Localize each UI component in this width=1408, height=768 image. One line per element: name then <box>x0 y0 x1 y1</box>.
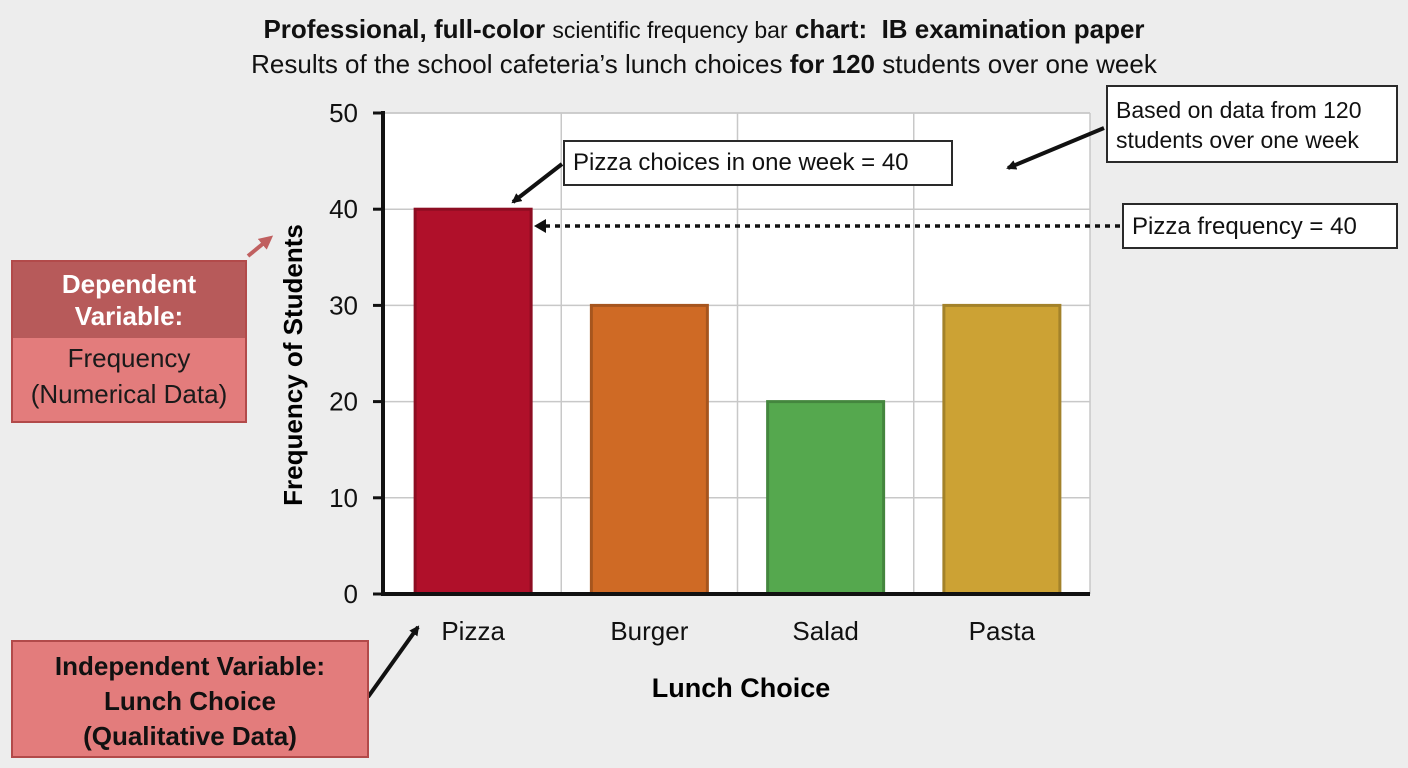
subtitle-part: for 120 <box>789 49 875 79</box>
x-tick-label: Burger <box>610 616 688 646</box>
x-tick-label: Pizza <box>441 616 505 646</box>
dependent-variable-body: Frequency (Numerical Data) <box>13 338 245 412</box>
title-part: IB examination paper <box>881 14 1145 44</box>
pizza-frequency-callout: Pizza frequency = 40 <box>1122 203 1398 249</box>
independent-line: (Qualitative Data) <box>83 721 297 751</box>
y-axis-label: Frequency of Students <box>278 224 308 506</box>
subtitle-part: students over one week <box>882 49 1157 79</box>
y-tick-label: 40 <box>329 194 358 224</box>
dependent-arrow <box>246 235 274 258</box>
dependent-variable-box: Dependent Variable: Frequency (Numerical… <box>11 260 247 423</box>
title-part: scientific frequency bar <box>552 17 788 43</box>
x-tick-label: Pasta <box>969 616 1036 646</box>
bar-burger <box>589 303 709 596</box>
y-tick-label: 0 <box>344 579 358 609</box>
independent-variable-box: Independent Variable: Lunch Choice (Qual… <box>11 640 369 758</box>
data-source-note: Based on data from 120 students over one… <box>1106 85 1398 163</box>
y-tick-label: 10 <box>329 483 358 513</box>
dependent-heading-line: Variable: <box>74 301 184 331</box>
pizza-choice-arrow <box>511 162 564 204</box>
dependent-heading-line: Dependent <box>61 269 197 299</box>
bar-pizza <box>413 207 533 596</box>
title-part: Professional, full-color <box>263 14 546 44</box>
y-tick-label: 20 <box>329 387 358 417</box>
x-ticks: Pizza Burger Salad Pasta <box>441 616 1035 646</box>
title-part: chart: <box>794 14 868 44</box>
pizza-frequency-text: Pizza frequency = 40 <box>1132 213 1357 240</box>
bars <box>413 207 1062 596</box>
axes <box>381 111 1090 596</box>
independent-line: Independent Variable: <box>54 651 326 681</box>
dependent-body-line: (Numerical Data) <box>30 379 228 409</box>
x-tick-label: Salad <box>792 616 859 646</box>
data-source-line: students over one week <box>1116 127 1359 153</box>
bar-salad <box>766 400 886 596</box>
pizza-frequency-arrowhead <box>534 219 546 233</box>
independent-line: Lunch Choice <box>104 686 276 716</box>
chart-subtitle: Results of the school cafeteria’s lunch … <box>0 49 1408 80</box>
chart-title: Professional, full-color scientific freq… <box>0 14 1408 45</box>
pizza-choice-text: Pizza choices in one week = 40 <box>573 149 909 176</box>
dependent-variable-heading: Dependent Variable: <box>13 262 245 338</box>
bar-pasta <box>942 303 1062 596</box>
based-arrow <box>1006 126 1105 170</box>
y-tick-label: 30 <box>329 290 358 320</box>
data-source-line: Based on data from 120 <box>1116 97 1362 123</box>
subtitle-part: Results of the school cafeteria’s lunch … <box>251 49 783 79</box>
independent-arrow <box>366 625 420 699</box>
pizza-choice-callout: Pizza choices in one week = 40 <box>563 140 953 186</box>
y-tick-label: 50 <box>329 98 358 128</box>
dependent-body-line: Frequency <box>67 343 191 373</box>
x-axis-label: Lunch Choice <box>652 673 831 703</box>
y-ticks: 0 10 20 30 40 50 <box>329 98 383 609</box>
